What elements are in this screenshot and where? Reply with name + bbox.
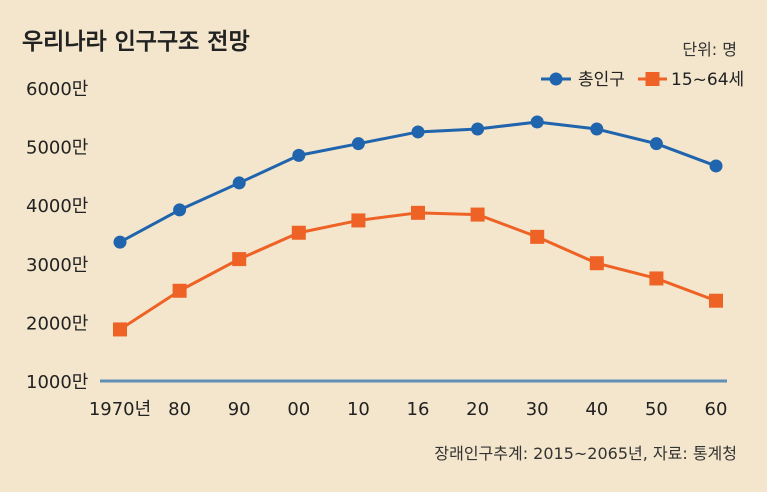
data-point-square xyxy=(589,256,604,271)
x-tick-label: 16 xyxy=(407,399,430,420)
x-tick-label: 20 xyxy=(466,399,489,420)
x-tick-label: 30 xyxy=(526,399,549,420)
x-tick-label: 90 xyxy=(228,399,251,420)
legend: 총인구 15~64세 xyxy=(541,70,744,90)
data-point-circle xyxy=(113,235,127,249)
data-point-square xyxy=(291,225,306,240)
data-point-square xyxy=(411,205,425,220)
y-tick-label: 4000만 xyxy=(26,196,88,217)
data-point-square xyxy=(351,213,366,228)
data-point-circle xyxy=(411,125,425,139)
legend-item: 총인구 xyxy=(541,70,625,90)
data-point-square xyxy=(470,207,485,222)
data-point-circle xyxy=(471,122,485,136)
legend-marker-circle xyxy=(549,72,563,86)
data-point-square xyxy=(113,322,127,337)
x-tick-label: 60 xyxy=(705,399,728,420)
legend-item: 15~64세 xyxy=(638,70,744,90)
data-point-square xyxy=(709,293,723,308)
data-point-circle xyxy=(530,115,544,129)
data-point-circle xyxy=(649,137,663,151)
y-tick-label: 2000만 xyxy=(26,313,88,334)
unit-label: 단위: 명 xyxy=(682,40,737,59)
x-tick-label: 00 xyxy=(287,399,310,420)
x-tick-label: 1970년 xyxy=(89,399,151,420)
data-point-circle xyxy=(590,122,604,136)
x-tick-label: 10 xyxy=(347,399,370,420)
y-tick-label: 5000만 xyxy=(26,138,88,159)
data-point-circle xyxy=(232,176,246,190)
data-point-circle xyxy=(292,148,306,162)
data-point-square xyxy=(649,271,664,286)
y-tick-label: 3000만 xyxy=(26,255,88,276)
series-1 xyxy=(113,115,723,249)
x-tick-label: 40 xyxy=(585,399,608,420)
chart-title: 우리나라 인구구조 전망 xyxy=(22,29,250,55)
data-point-square xyxy=(172,283,187,298)
series-layer xyxy=(113,115,723,337)
data-point-square xyxy=(530,229,545,244)
series-2 xyxy=(113,205,723,337)
x-tick-label: 50 xyxy=(645,399,668,420)
source-note: 장래인구추계: 2015~2065년, 자료: 통계청 xyxy=(434,444,737,463)
x-axis: 1970년 80 90 00 10 16 20 30 40 50 60 xyxy=(89,379,728,420)
legend-marker-square xyxy=(645,72,660,86)
legend-label: 총인구 xyxy=(578,70,625,90)
data-point-circle xyxy=(351,137,365,151)
data-point-circle xyxy=(173,203,187,217)
data-point-circle xyxy=(709,159,723,173)
series-line xyxy=(119,120,717,244)
y-tick-label: 6000만 xyxy=(26,79,88,100)
x-tick-label: 80 xyxy=(168,399,191,420)
legend-label: 15~64세 xyxy=(671,70,744,90)
y-axis: 1000만 2000만 3000만 4000만 5000만 6000만 xyxy=(26,79,88,393)
series-line xyxy=(119,211,717,331)
y-tick-label: 1000만 xyxy=(26,372,88,393)
data-point-square xyxy=(232,252,247,267)
